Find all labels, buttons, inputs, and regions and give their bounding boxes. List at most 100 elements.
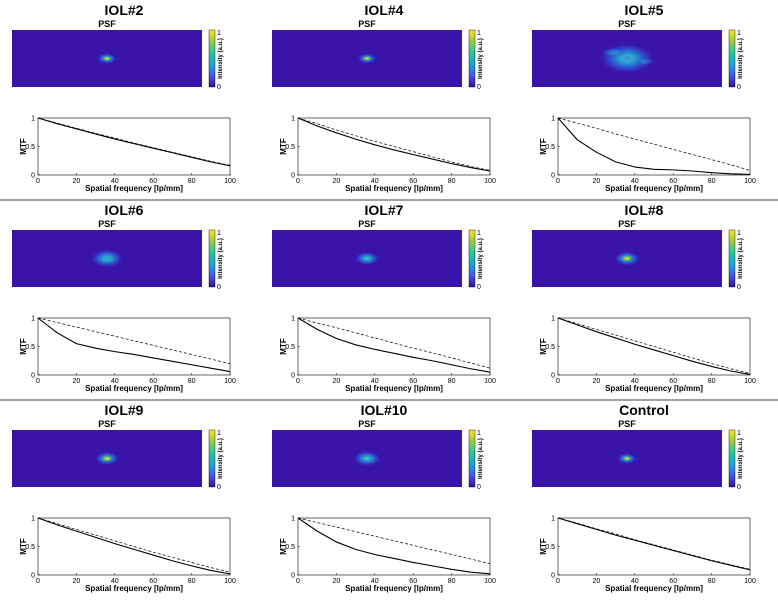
y-tick-label: 0 bbox=[551, 373, 555, 380]
series-line-measured bbox=[37, 517, 231, 575]
series-line-measured bbox=[37, 317, 231, 373]
y-tick-label: 0 bbox=[31, 173, 35, 180]
y-tick-label: 0.5 bbox=[545, 344, 555, 351]
colorbar bbox=[468, 429, 476, 488]
colorbar-tick: 1 bbox=[737, 30, 741, 37]
x-tick-label: 40 bbox=[631, 578, 639, 585]
y-tick-label: 0 bbox=[31, 573, 35, 580]
x-tick-label: 100 bbox=[744, 578, 756, 585]
panel-title: Control bbox=[619, 402, 669, 418]
y-axis-label: MTF bbox=[279, 338, 288, 355]
x-tick-label: 20 bbox=[593, 178, 601, 185]
y-axis-label: MTF bbox=[19, 538, 28, 555]
y-tick-label: 0.5 bbox=[545, 544, 555, 551]
y-tick-label: 0.5 bbox=[285, 344, 295, 351]
colorbar bbox=[728, 29, 736, 88]
x-tick-label: 40 bbox=[371, 578, 379, 585]
y-tick-label: 1 bbox=[291, 116, 295, 123]
colorbar-label: Intensity (a.u.) bbox=[738, 438, 744, 479]
series-line-reference bbox=[557, 317, 751, 374]
x-tick-label: 40 bbox=[631, 178, 639, 185]
y-axis-label: MTF bbox=[539, 138, 548, 155]
colorbar-tick: 0 bbox=[217, 284, 221, 291]
psf-spot bbox=[357, 53, 377, 64]
x-tick-label: 0 bbox=[556, 378, 560, 385]
series-line-reference bbox=[557, 117, 751, 171]
y-tick-label: 0.5 bbox=[25, 544, 35, 551]
psf-label: PSF bbox=[358, 219, 376, 229]
x-axis-label: Spatial frequency [lp/mm] bbox=[605, 184, 703, 193]
psf-spot bbox=[94, 451, 120, 466]
y-tick-label: 0.5 bbox=[285, 144, 295, 151]
x-tick-label: 20 bbox=[333, 578, 341, 585]
psf-label: PSF bbox=[358, 419, 376, 429]
series-line-measured bbox=[297, 517, 491, 575]
psf-label: PSF bbox=[98, 219, 116, 229]
psf-label: PSF bbox=[618, 19, 636, 29]
x-tick-label: 80 bbox=[188, 378, 196, 385]
psf-label: PSF bbox=[358, 19, 376, 29]
colorbar bbox=[468, 229, 476, 288]
colorbar-label: Intensity (a.u.) bbox=[738, 38, 744, 79]
psf-spot-secondary bbox=[635, 57, 655, 66]
y-axis-label: MTF bbox=[279, 538, 288, 555]
x-tick-label: 0 bbox=[556, 178, 560, 185]
series-line-reference bbox=[557, 517, 751, 570]
x-axis-label: Spatial frequency [lp/mm] bbox=[345, 584, 443, 593]
x-axis-label: Spatial frequency [lp/mm] bbox=[605, 384, 703, 393]
y-tick-label: 1 bbox=[551, 516, 555, 523]
x-tick-label: 100 bbox=[224, 178, 236, 185]
x-axis-label: Spatial frequency [lp/mm] bbox=[85, 584, 183, 593]
y-tick-label: 1 bbox=[291, 316, 295, 323]
panel-title: IOL#5 bbox=[625, 2, 664, 18]
x-tick-label: 100 bbox=[484, 578, 496, 585]
x-tick-label: 80 bbox=[188, 178, 196, 185]
x-tick-label: 40 bbox=[631, 378, 639, 385]
colorbar-label: Intensity (a.u.) bbox=[218, 238, 224, 279]
x-tick-label: 20 bbox=[593, 578, 601, 585]
y-axis-label: MTF bbox=[19, 338, 28, 355]
x-tick-label: 40 bbox=[371, 178, 379, 185]
colorbar-tick: 0 bbox=[477, 484, 481, 491]
y-axis-label: MTF bbox=[279, 138, 288, 155]
series-line-reference bbox=[37, 317, 231, 364]
colorbar-tick: 1 bbox=[217, 30, 221, 37]
x-tick-label: 60 bbox=[409, 378, 417, 385]
x-tick-label: 80 bbox=[708, 178, 716, 185]
x-tick-label: 20 bbox=[73, 578, 81, 585]
x-tick-label: 60 bbox=[409, 578, 417, 585]
colorbar-tick: 0 bbox=[477, 284, 481, 291]
colorbar-tick: 0 bbox=[737, 284, 741, 291]
series-line-measured bbox=[297, 317, 491, 373]
x-tick-label: 100 bbox=[744, 178, 756, 185]
x-tick-label: 60 bbox=[669, 378, 677, 385]
x-tick-label: 60 bbox=[409, 178, 417, 185]
colorbar-tick: 1 bbox=[477, 30, 481, 37]
y-axis-label: MTF bbox=[19, 138, 28, 155]
colorbar-label: Intensity (a.u.) bbox=[478, 438, 484, 479]
colorbar bbox=[208, 29, 216, 88]
x-axis-label: Spatial frequency [lp/mm] bbox=[605, 584, 703, 593]
x-tick-label: 0 bbox=[296, 378, 300, 385]
x-tick-label: 20 bbox=[333, 178, 341, 185]
x-tick-label: 40 bbox=[111, 578, 119, 585]
panel-title: IOL#10 bbox=[361, 402, 408, 418]
x-tick-label: 20 bbox=[593, 378, 601, 385]
x-tick-label: 0 bbox=[36, 578, 40, 585]
x-tick-label: 80 bbox=[448, 178, 456, 185]
y-tick-label: 0 bbox=[291, 373, 295, 380]
y-tick-label: 0 bbox=[551, 173, 555, 180]
x-tick-label: 40 bbox=[371, 378, 379, 385]
psf-label: PSF bbox=[98, 419, 116, 429]
colorbar-label: Intensity (a.u.) bbox=[738, 238, 744, 279]
colorbar bbox=[208, 229, 216, 288]
x-tick-label: 100 bbox=[224, 378, 236, 385]
panel-title: IOL#7 bbox=[365, 202, 404, 218]
series-line-measured bbox=[557, 517, 751, 571]
y-tick-label: 0 bbox=[291, 573, 295, 580]
